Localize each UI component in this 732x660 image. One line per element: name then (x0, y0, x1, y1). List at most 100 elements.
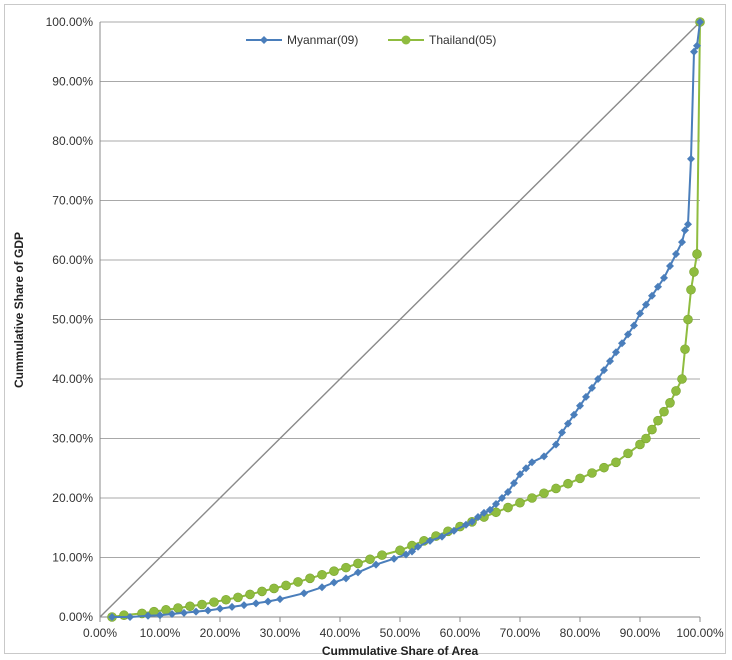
series-layer (107, 17, 705, 622)
data-point-myanmar-09 (318, 583, 326, 592)
data-point-thailand-05 (671, 386, 681, 396)
data-point-thailand-05 (353, 558, 363, 569)
data-point-myanmar-09 (330, 578, 338, 587)
data-point-myanmar-09 (126, 613, 134, 621)
data-point-thailand-05 (395, 545, 405, 556)
y-tick-label: 100.00% (46, 15, 94, 29)
x-tick-label: 60.00% (440, 626, 481, 640)
data-point-myanmar-09 (672, 250, 680, 259)
data-point-myanmar-09 (600, 366, 608, 375)
data-point-myanmar-09 (450, 526, 458, 535)
data-point-myanmar-09 (372, 560, 380, 569)
axes (99, 22, 701, 622)
data-point-myanmar-09 (684, 220, 692, 229)
data-point-myanmar-09 (660, 273, 668, 282)
data-point-myanmar-09 (696, 18, 704, 26)
data-point-myanmar-09 (594, 375, 602, 383)
data-point-thailand-05 (221, 594, 231, 605)
x-tick-label: 70.00% (500, 626, 541, 640)
data-point-myanmar-09 (438, 532, 446, 541)
y-tick-labels: 0.00% 10.00% 20.00% 30.00% 40.00% 50.00% 60.00… (46, 15, 94, 624)
equality-line (99, 21, 701, 618)
data-point-thailand-05 (587, 468, 597, 478)
data-point-thailand-05 (281, 580, 291, 591)
data-point-myanmar-09 (108, 613, 116, 621)
data-point-thailand-05 (647, 424, 657, 435)
data-point-myanmar-09 (180, 608, 188, 617)
data-point-thailand-05 (377, 550, 387, 560)
y-tick-label: 60.00% (52, 253, 93, 267)
data-point-myanmar-09 (492, 499, 500, 508)
data-point-myanmar-09 (576, 401, 584, 410)
data-point-thailand-05 (539, 488, 549, 499)
y-tick-label: 0.00% (59, 610, 93, 624)
data-point-thailand-05 (233, 592, 243, 603)
data-point-thailand-05 (209, 597, 219, 607)
data-point-thailand-05 (503, 502, 513, 513)
data-point-myanmar-09 (216, 604, 224, 613)
data-point-myanmar-09 (540, 452, 548, 461)
data-point-myanmar-09 (654, 282, 662, 291)
data-point-myanmar-09 (687, 154, 695, 163)
x-tick-label: 40.00% (320, 626, 361, 640)
data-point-thailand-05 (653, 415, 663, 426)
data-point-thailand-05 (551, 483, 561, 494)
data-point-myanmar-09 (264, 597, 272, 606)
x-axis-title: Cummulative Share of Area (322, 644, 479, 658)
y-tick-label: 70.00% (52, 194, 93, 208)
y-tick-label: 40.00% (52, 372, 93, 386)
data-point-thailand-05 (686, 284, 696, 295)
data-point-myanmar-09 (354, 568, 362, 577)
data-point-myanmar-09 (390, 554, 398, 563)
data-point-thailand-05 (659, 406, 669, 417)
data-point-myanmar-09 (612, 348, 620, 357)
data-point-thailand-05 (563, 478, 573, 489)
data-point-thailand-05 (677, 374, 687, 384)
legend: Myanmar(09) Thailand(05) (246, 33, 496, 47)
data-point-thailand-05 (692, 249, 702, 259)
y-tick-label: 30.00% (52, 432, 93, 446)
data-point-myanmar-09 (144, 611, 152, 620)
legend-marker-thailand (401, 35, 411, 45)
data-point-myanmar-09 (642, 300, 650, 309)
data-point-myanmar-09 (528, 458, 536, 467)
data-point-thailand-05 (119, 610, 129, 621)
y-axis-title: Cummulative Share of GDP (12, 232, 26, 388)
legend-marker-myanmar (260, 36, 268, 44)
data-point-myanmar-09 (618, 339, 626, 348)
data-point-thailand-05 (599, 462, 609, 473)
data-point-thailand-05 (185, 601, 195, 612)
x-tick-label: 0.00% (83, 626, 117, 640)
data-point-myanmar-09 (342, 574, 350, 583)
data-point-myanmar-09 (480, 508, 488, 517)
data-point-thailand-05 (641, 433, 651, 444)
x-tick-label: 30.00% (260, 626, 301, 640)
x-tick-label: 50.00% (380, 626, 421, 640)
data-point-myanmar-09 (570, 410, 578, 419)
data-point-thailand-05 (173, 603, 183, 613)
data-point-thailand-05 (365, 554, 375, 565)
grid-lines (100, 21, 700, 558)
data-point-thailand-05 (293, 577, 303, 587)
data-point-thailand-05 (680, 344, 690, 355)
data-point-myanmar-09 (588, 383, 596, 392)
data-point-myanmar-09 (504, 488, 512, 497)
x-tick-labels: 0.00% 10.00% 20.00% 30.00% 40.00% 50.00% 60.00… (83, 626, 724, 640)
data-point-myanmar-09 (522, 464, 530, 473)
x-tick-label: 80.00% (560, 626, 601, 640)
data-point-myanmar-09 (426, 536, 434, 545)
data-point-myanmar-09 (624, 330, 632, 339)
data-point-myanmar-09 (630, 321, 638, 330)
data-point-thailand-05 (329, 566, 339, 576)
data-point-myanmar-09 (414, 542, 422, 551)
data-point-myanmar-09 (558, 428, 566, 437)
data-point-myanmar-09 (240, 601, 248, 610)
data-point-myanmar-09 (681, 226, 689, 235)
data-point-myanmar-09 (648, 291, 656, 300)
data-point-thailand-05 (635, 439, 645, 450)
data-point-myanmar-09 (402, 550, 410, 559)
data-point-myanmar-09 (690, 47, 698, 56)
x-tick-label: 10.00% (140, 626, 181, 640)
data-point-thailand-05 (611, 457, 621, 468)
